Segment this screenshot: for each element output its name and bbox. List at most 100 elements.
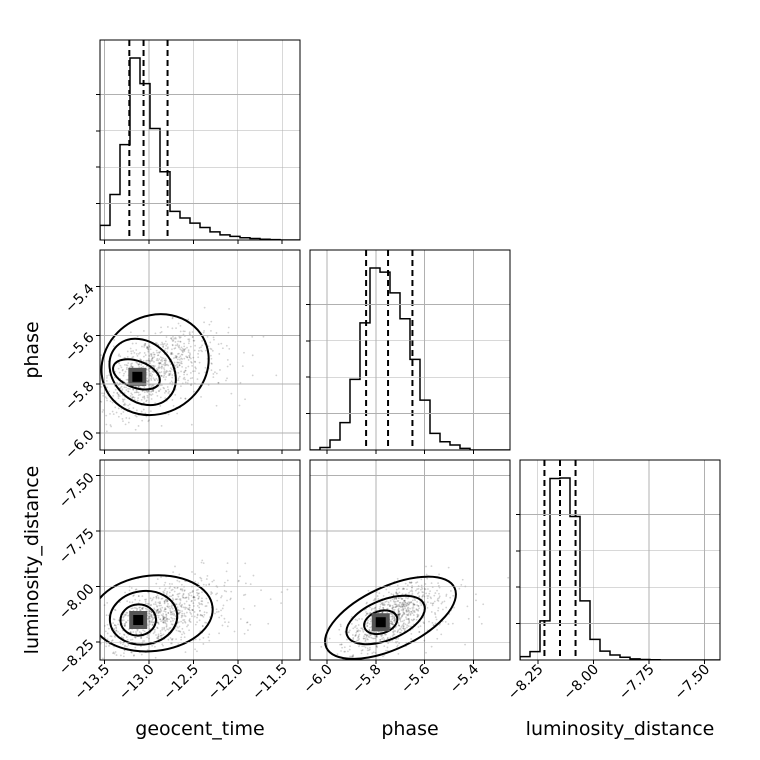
sample-point	[142, 640, 144, 642]
sample-point	[108, 645, 110, 647]
sample-point	[157, 601, 160, 604]
sample-point	[393, 617, 396, 620]
sample-point	[226, 562, 229, 565]
sample-point	[163, 359, 166, 362]
sample-point	[398, 612, 401, 615]
sample-point	[124, 591, 126, 594]
sample-point	[150, 621, 153, 624]
sample-point	[391, 607, 394, 609]
sample-point	[220, 595, 223, 597]
sample-point	[152, 614, 155, 617]
sample-point	[98, 627, 100, 629]
sample-point	[391, 621, 393, 624]
sample-point	[397, 597, 400, 599]
x-axis-title-luminosity-distance: luminosity_distance	[526, 718, 715, 740]
sample-point	[407, 601, 410, 604]
sample-point	[422, 621, 425, 624]
sample-point	[370, 609, 373, 611]
sample-point	[105, 614, 108, 617]
sample-point	[377, 630, 380, 633]
sample-point	[359, 630, 361, 632]
sample-point	[352, 627, 355, 630]
sample-point	[397, 605, 400, 608]
histogram-luminosity-distance	[520, 477, 720, 660]
sample-point	[445, 593, 448, 596]
sample-point	[181, 612, 184, 615]
sample-point	[213, 338, 215, 341]
sample-point	[350, 623, 353, 625]
sample-point	[135, 389, 138, 392]
sample-point	[148, 620, 151, 623]
sample-point	[415, 608, 418, 611]
sample-point	[147, 369, 150, 371]
sample-point	[183, 612, 186, 615]
sample-point	[393, 597, 396, 600]
sample-point	[106, 399, 108, 402]
sample-point	[146, 345, 148, 348]
sample-point	[201, 597, 203, 600]
sample-point	[417, 626, 420, 628]
sample-point	[128, 601, 131, 603]
sample-point	[169, 337, 172, 340]
sample-point	[367, 619, 369, 622]
sample-point	[148, 615, 151, 618]
sample-point	[151, 615, 153, 618]
sample-point	[142, 629, 144, 632]
sample-point	[163, 367, 165, 369]
sample-point	[251, 335, 254, 338]
sample-point	[395, 605, 398, 608]
x-tick-label: −5.8	[349, 662, 384, 697]
sample-point	[237, 580, 240, 583]
sample-point	[153, 607, 156, 610]
sample-point	[140, 398, 143, 401]
sample-point	[170, 611, 172, 614]
sample-point	[125, 378, 128, 381]
sample-point	[217, 610, 220, 613]
sample-point	[440, 633, 443, 636]
sample-point	[143, 352, 146, 354]
sample-point	[158, 602, 161, 605]
sample-point	[397, 587, 400, 590]
sample-point	[94, 399, 96, 401]
sample-point	[411, 599, 414, 602]
sample-point	[425, 651, 427, 654]
sample-point	[396, 584, 399, 587]
sample-point	[178, 356, 181, 359]
sample-point	[110, 425, 113, 428]
sample-point	[183, 636, 186, 639]
sample-point	[176, 412, 179, 415]
sample-point	[98, 661, 100, 663]
sample-point	[230, 392, 233, 395]
sample-point	[187, 379, 189, 382]
sample-point	[179, 340, 182, 343]
sample-point	[398, 591, 401, 594]
sample-point	[170, 589, 173, 592]
sample-point	[175, 356, 178, 359]
sample-point	[123, 623, 126, 625]
sample-point	[192, 356, 195, 359]
y-tick-label: −5.4	[62, 281, 97, 316]
sample-point	[162, 618, 165, 621]
sample-point	[187, 624, 189, 626]
sample-point	[161, 375, 163, 377]
sample-point	[146, 377, 148, 380]
sample-point	[131, 366, 134, 369]
sample-point	[131, 362, 133, 365]
sample-point	[391, 604, 394, 607]
sample-point	[229, 597, 232, 600]
sample-point	[410, 618, 413, 621]
sample-point	[201, 340, 203, 342]
sample-point	[354, 634, 357, 637]
sample-point	[161, 597, 164, 600]
sample-point	[400, 609, 403, 611]
sample-point	[373, 634, 376, 637]
sample-point	[366, 613, 368, 615]
sample-point	[180, 636, 183, 639]
sample-point	[166, 628, 169, 630]
sample-point	[403, 619, 406, 622]
sample-point	[406, 588, 408, 591]
sample-point	[122, 411, 125, 413]
sample-point	[166, 370, 169, 373]
sample-point	[148, 621, 151, 624]
sample-point	[113, 624, 116, 627]
